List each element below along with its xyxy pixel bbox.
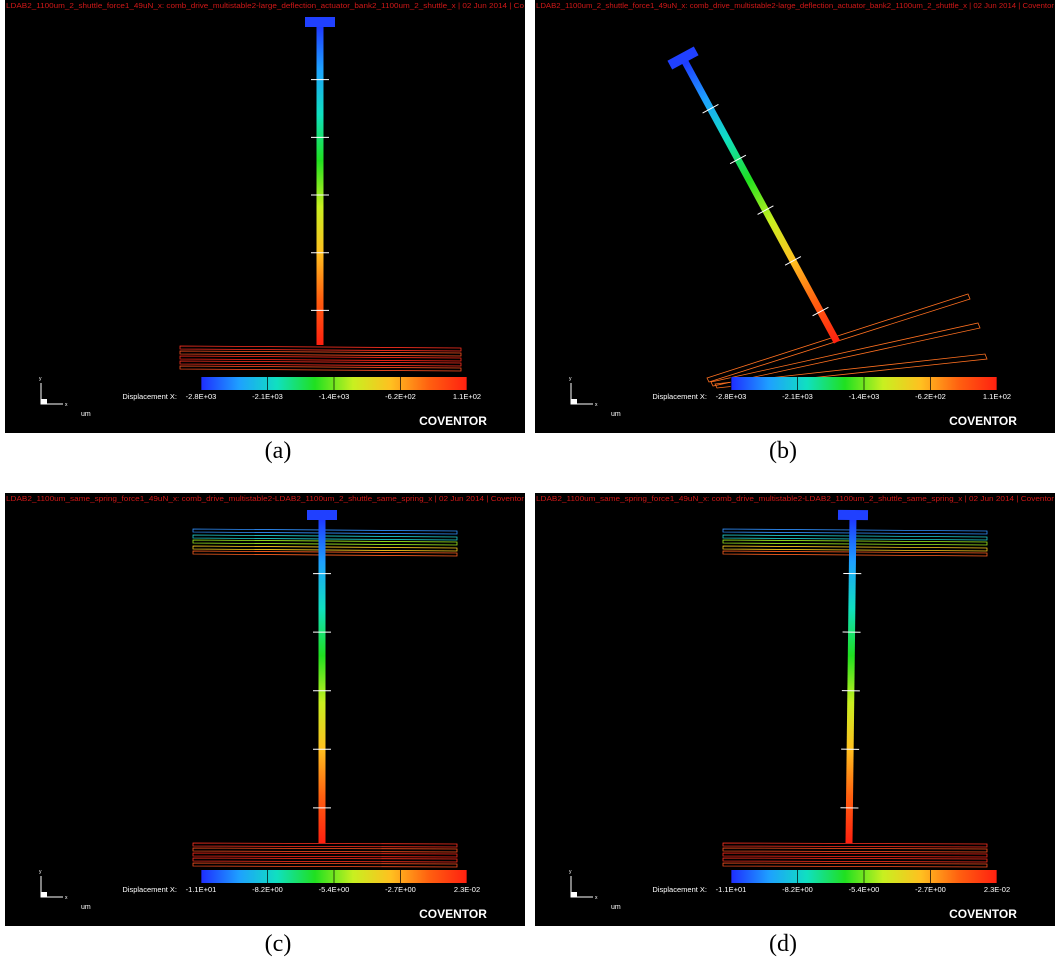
brand: COVENTOR [419,414,487,428]
caption: (d) [769,931,797,957]
simulation-view: LDAB2_1100um_same_spring_force1_49uN_x: … [5,493,525,926]
comb-finger [192,847,458,853]
anchor-bar [667,46,699,70]
beam-tick [702,103,719,114]
beam [845,514,857,844]
colorbar-tick-label: -1.1E+01 [186,885,217,894]
comb-finger [722,545,988,552]
triad-x: x [65,402,68,408]
caption: (a) [264,438,292,464]
colorbar-tick-label: -2.8E+03 [716,392,747,401]
triad-x: x [595,402,598,408]
unit: um [81,411,91,418]
colorbar-tick-label: -1.4E+03 [849,392,880,401]
header: LDAB2_1100um_same_spring_force1_49uN_x: … [6,496,525,503]
comb-finger [722,534,988,541]
comb-finger [706,293,971,383]
comb-finger [192,550,458,557]
comb-finger [179,365,462,372]
comb-finger [192,534,458,541]
triad-y: y [569,869,572,875]
comb-finger [192,528,458,535]
triad-y: y [39,869,42,875]
beam [679,56,841,344]
colorbar-tick-label: 1.1E+02 [983,392,1011,401]
comb-finger [179,355,462,362]
unit: um [611,411,621,418]
header: LDAB2_1100um_same_spring_force1_49uN_x: … [536,496,1055,503]
beam-tick [812,306,829,317]
colorbar-tick-label: -2.8E+03 [186,392,217,401]
comb-finger [722,550,988,557]
comb-finger [722,862,988,868]
comb-finger [192,857,458,863]
colorbar-tick-label: -6.2E+02 [385,392,416,401]
comb-finger [722,528,988,535]
colorbar-tick-label: -5.4E+00 [849,885,880,894]
colorbar-tick-label: -1.1E+01 [716,885,747,894]
comb-finger [192,852,458,858]
colorbar-tick-label: -5.4E+00 [319,885,350,894]
brand: COVENTOR [949,414,1017,428]
comb-finger [179,350,462,357]
comb-finger [722,857,988,863]
simulation-view: LDAB2_1100um_2_shuttle_force1_49uN_x: co… [535,0,1055,433]
comb-finger [710,322,981,387]
colorbar-tick-label: -6.2E+02 [915,392,946,401]
beam-tick [784,256,802,266]
colorbar-tick-label: -2.1E+03 [252,392,283,401]
triad-y: y [39,376,42,382]
colorbar-tick-label: -2.1E+03 [782,392,813,401]
colorbar-label: Displacement X: [122,885,177,894]
colorbar-label: Displacement X: [652,885,707,894]
colorbar-tick-label: 2.3E-02 [454,885,480,894]
colorbar-tick-label: -8.2E+00 [782,885,813,894]
triad-origin [41,892,47,897]
triad-y: y [569,376,572,382]
colorbar-tick-label: 2.3E-02 [984,885,1010,894]
triad-origin [571,399,577,404]
colorbar-tick-label: 1.1E+02 [453,392,481,401]
brand: COVENTOR [419,907,487,921]
unit: um [81,904,91,911]
comb-finger [722,852,988,858]
beam-tick [757,205,774,215]
unit: um [611,904,621,911]
comb-finger [192,842,458,848]
colorbar-label: Displacement X: [122,392,177,401]
comb-finger [179,360,462,367]
brand: COVENTOR [949,907,1017,921]
colorbar-tick-label: -8.2E+00 [252,885,283,894]
comb-finger [179,345,462,352]
comb-finger [192,545,458,552]
simulation-view: LDAB2_1100um_same_spring_force1_49uN_x: … [535,493,1055,926]
triad-x: x [595,895,598,901]
header: LDAB2_1100um_2_shuttle_force1_49uN_x: co… [536,3,1055,10]
colorbar-tick-label: -2.7E+00 [915,885,946,894]
comb-finger [192,862,458,868]
caption: (c) [264,931,292,957]
comb-finger [192,539,458,546]
comb-finger [722,842,988,848]
simulation-view: LDAB2_1100um_2_shuttle_force1_49uN_x: co… [5,0,525,433]
triad-origin [41,399,47,404]
colorbar-tick-label: -2.7E+00 [385,885,416,894]
comb-finger [722,847,988,853]
colorbar-tick-label: -1.4E+03 [319,392,350,401]
triad-x: x [65,895,68,901]
colorbar-label: Displacement X: [652,392,707,401]
header: LDAB2_1100um_2_shuttle_force1_49uN_x: co… [6,3,524,10]
beam-tick [729,154,747,165]
comb-finger [714,353,988,389]
caption: (b) [769,438,797,464]
comb-finger [722,539,988,546]
triad-origin [571,892,577,897]
